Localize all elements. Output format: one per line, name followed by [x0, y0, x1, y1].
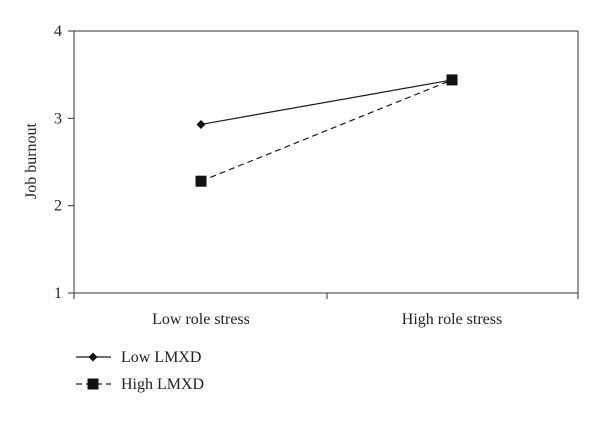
data-point-diamond	[88, 352, 98, 362]
series-line-2	[200, 79, 453, 182]
series-line-1	[200, 79, 453, 126]
y-tick-label: 1	[54, 285, 62, 302]
axes: 1 2 3 4 Low role stress High role stress	[54, 23, 579, 328]
plot-frame	[73, 30, 579, 294]
legend-label-2: High LMXD	[121, 376, 204, 393]
legend-label-1: Low LMXD	[121, 349, 201, 366]
x-tick-label: High role stress	[402, 311, 502, 328]
data-point-square	[446, 74, 458, 86]
y-axis-title: Job burnout	[23, 122, 40, 199]
y-tick-label: 4	[54, 23, 62, 40]
data-point-square	[195, 175, 207, 187]
x-tick-label: Low role stress	[152, 311, 250, 328]
data-point-square	[87, 378, 99, 390]
series-layer	[195, 74, 458, 187]
y-tick-label: 3	[54, 110, 62, 127]
legend: Low LMXD High LMXD	[76, 349, 204, 393]
y-tick-label: 2	[54, 198, 62, 215]
data-point-diamond	[196, 119, 206, 129]
